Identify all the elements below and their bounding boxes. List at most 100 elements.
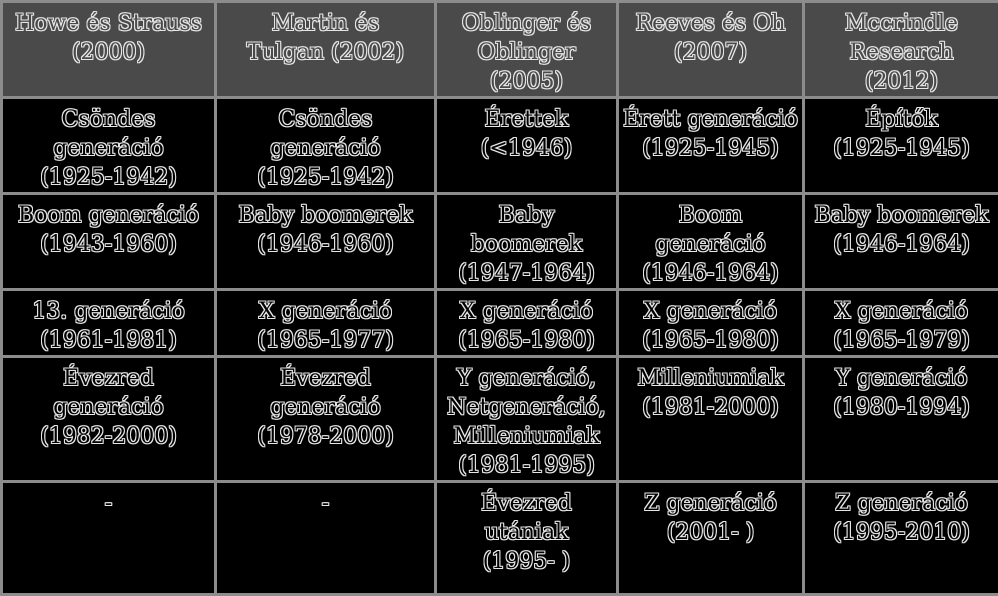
cell-line: Boom generáció (7, 201, 210, 230)
cell-line: (2001- ) (623, 518, 798, 547)
cell-line: (1947-1964) (441, 259, 612, 288)
cell-line: Évezred (441, 489, 612, 518)
cell-line: Z generáció (623, 489, 798, 518)
header-howe-strauss: Howe és Strauss (2000) (2, 2, 216, 98)
table-cell: - (216, 482, 436, 595)
header-line: Oblinger és (441, 9, 612, 38)
cell-line: (1946-1964) (809, 230, 994, 259)
cell-line: (1965-1977) (221, 326, 430, 355)
cell-line: Baby boomerek (809, 201, 994, 230)
cell-line: - (7, 489, 210, 518)
cell-line: Y generáció (809, 364, 994, 393)
cell-line: generáció (623, 230, 798, 259)
header-oblinger: Oblinger és Oblinger (2005) (436, 2, 618, 98)
cell-line: Netgeneráció, (441, 393, 612, 422)
header-line: Oblinger (441, 38, 612, 67)
cell-line: Érettek (441, 105, 612, 134)
table-cell: X generáció (1965-1979) (804, 290, 998, 357)
header-line: Tulgan (2002) (221, 38, 430, 67)
cell-line: (1925-1945) (623, 134, 798, 163)
table-cell: X generáció (1965-1977) (216, 290, 436, 357)
table-cell: Z generáció (1995-2010) (804, 482, 998, 595)
table-cell: Csöndes generáció (1925-1942) (216, 98, 436, 194)
cell-line: (1946-1964) (623, 259, 798, 288)
header-reeves-oh: Reeves és Oh (2007) (618, 2, 804, 98)
cell-line: Baby (441, 201, 612, 230)
table-cell: Érett generáció (1925-1945) (618, 98, 804, 194)
cell-line: (1978-2000) (221, 422, 430, 451)
cell-line: Milleniumiak (441, 422, 612, 451)
cell-line: generáció (221, 393, 430, 422)
cell-line: (1965-1980) (623, 326, 798, 355)
table-cell: Baby boomerek (1946-1960) (216, 194, 436, 290)
cell-line: (1981-2000) (623, 393, 798, 422)
table-cell: Boom generáció (1943-1960) (2, 194, 216, 290)
table-cell: Baby boomerek (1947-1964) (436, 194, 618, 290)
cell-line: X generáció (623, 297, 798, 326)
table-cell: Csöndes generáció (1925-1942) (2, 98, 216, 194)
cell-line: (1925-1942) (221, 163, 430, 192)
header-line: (2000) (7, 38, 210, 67)
table-row: - - Évezred utániak (1995- ) Z generáció… (2, 482, 998, 595)
cell-line: (1981-1995) (441, 451, 612, 480)
table-cell: Baby boomerek (1946-1964) (804, 194, 998, 290)
cell-line: Baby boomerek (221, 201, 430, 230)
table-cell: 13. generáció (1961-1981) (2, 290, 216, 357)
header-line: Martin és (221, 9, 430, 38)
cell-line: (1943-1960) (7, 230, 210, 259)
header-line: Research (809, 38, 994, 67)
table-row: Csöndes generáció (1925-1942) Csöndes ge… (2, 98, 998, 194)
table-cell: Y generáció (1980-1994) (804, 357, 998, 482)
cell-line: (1961-1981) (7, 326, 210, 355)
table-cell: - (2, 482, 216, 595)
header-martin-tulgan: Martin és Tulgan (2002) (216, 2, 436, 98)
cell-line: (1965-1979) (809, 326, 994, 355)
header-line: Mccrindle (809, 9, 994, 38)
header-line: (2007) (623, 38, 798, 67)
cell-line: Évezred (7, 364, 210, 393)
cell-line: Évezred (221, 364, 430, 393)
cell-line: - (221, 489, 430, 518)
table-cell: Z generáció (2001- ) (618, 482, 804, 595)
header-line: (2012) (809, 67, 994, 96)
cell-line: Érett generáció (623, 105, 798, 134)
table-cell: Érettek (<1946) (436, 98, 618, 194)
table-cell: Milleniumiak (1981-2000) (618, 357, 804, 482)
table-cell: X generáció (1965-1980) (436, 290, 618, 357)
table-row: 13. generáció (1961-1981) X generáció (1… (2, 290, 998, 357)
cell-line: (1982-2000) (7, 422, 210, 451)
table-cell: Évezred generáció (1982-2000) (2, 357, 216, 482)
cell-line: X generáció (809, 297, 994, 326)
cell-line: (1980-1994) (809, 393, 994, 422)
cell-line: X generáció (221, 297, 430, 326)
cell-line: 13. generáció (7, 297, 210, 326)
header-line: (2005) (441, 67, 612, 96)
cell-line: boomerek (441, 230, 612, 259)
header-line: Howe és Strauss (7, 9, 210, 38)
cell-line: (1925-1945) (809, 134, 994, 163)
header-mccrindle: Mccrindle Research (2012) (804, 2, 998, 98)
cell-line: (1946-1960) (221, 230, 430, 259)
cell-line: Milleniumiak (623, 364, 798, 393)
cell-line: (1995-2010) (809, 518, 994, 547)
header-row: Howe és Strauss (2000) Martin és Tulgan … (2, 2, 998, 98)
table-cell: Építők (1925-1945) (804, 98, 998, 194)
cell-line: (1925-1942) (7, 163, 210, 192)
table-cell: Évezred generáció (1978-2000) (216, 357, 436, 482)
table-row: Boom generáció (1943-1960) Baby boomerek… (2, 194, 998, 290)
table-cell: X generáció (1965-1980) (618, 290, 804, 357)
header-line: Reeves és Oh (623, 9, 798, 38)
cell-line: utániak (441, 518, 612, 547)
table-cell: Boom generáció (1946-1964) (618, 194, 804, 290)
cell-line: (<1946) (441, 134, 612, 163)
table-cell: Y generáció, Netgeneráció, Milleniumiak … (436, 357, 618, 482)
cell-line: (1965-1980) (441, 326, 612, 355)
cell-line: Csöndes (7, 105, 210, 134)
cell-line: Y generáció, (441, 364, 612, 393)
cell-line: Boom (623, 201, 798, 230)
table-cell: Évezred utániak (1995- ) (436, 482, 618, 595)
cell-line: X generáció (441, 297, 612, 326)
cell-line: generáció (7, 393, 210, 422)
cell-line: Csöndes (221, 105, 430, 134)
